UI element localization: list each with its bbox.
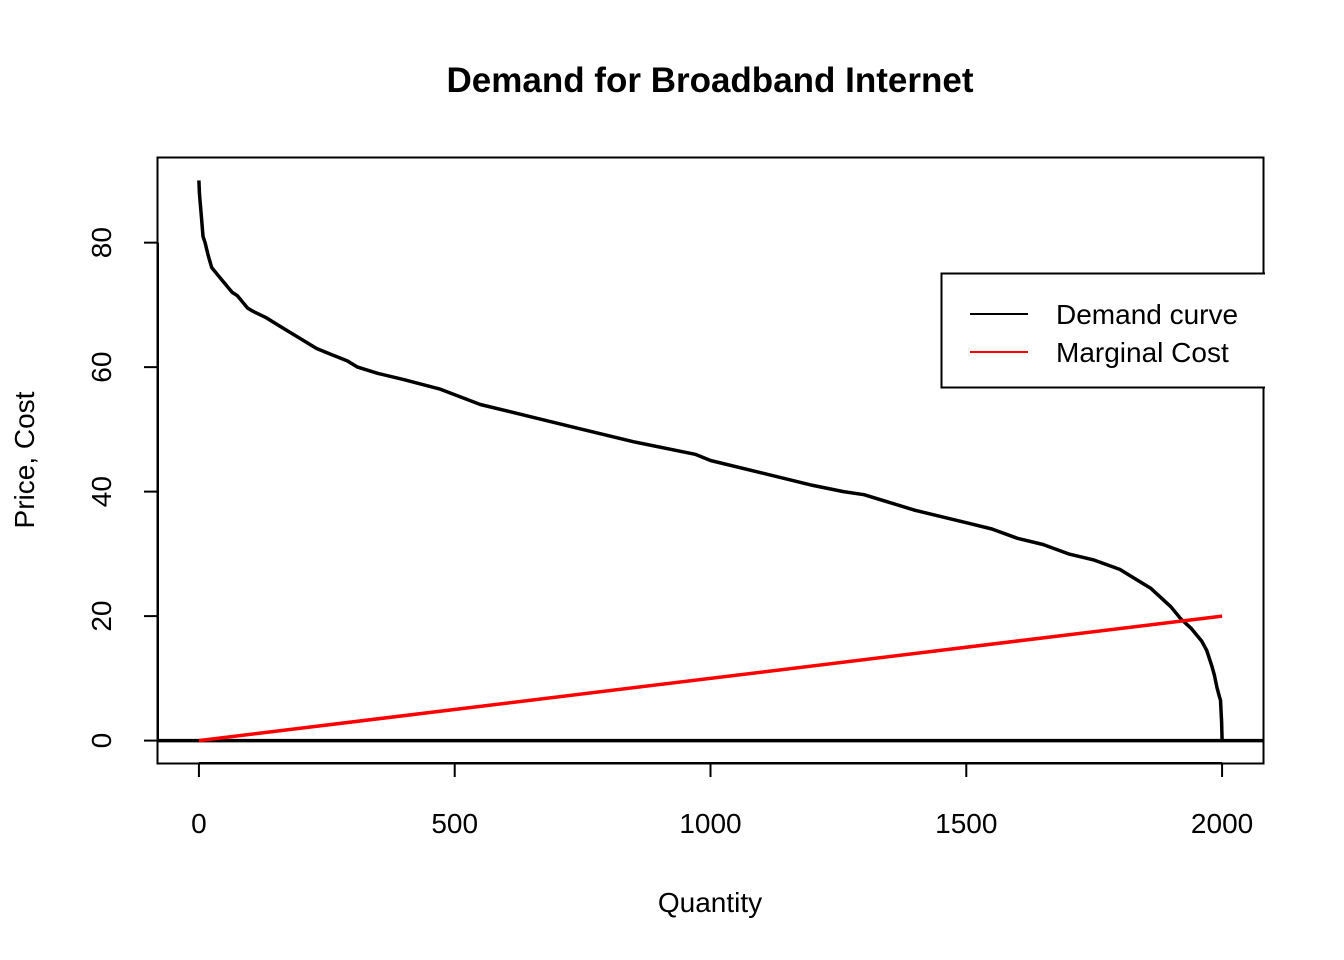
legend: Demand curve Marginal Cost — [940, 272, 1283, 389]
right-margin-mask — [1265, 0, 1344, 960]
y-axis-label: Price, Cost — [9, 391, 40, 528]
series-line-demand-curve — [197, 180, 1224, 741]
x-tick-label-1000: 1000 — [679, 808, 741, 839]
y-axis: 0 20 40 60 80 — [86, 227, 159, 749]
y-tick-label-80: 80 — [86, 227, 117, 258]
chart-title: Demand for Broadband Internet — [447, 61, 974, 100]
y-tick-label-0: 0 — [86, 733, 117, 749]
x-axis-label: Quantity — [658, 887, 762, 918]
legend-label-demand-curve: Demand curve — [1056, 299, 1238, 330]
x-axis: 0 500 1000 1500 2000 — [191, 762, 1253, 839]
series-layer — [197, 180, 1224, 743]
y-tick-label-20: 20 — [86, 601, 117, 632]
x-tick-label-500: 500 — [431, 808, 478, 839]
series-line-marginal-cost — [198, 614, 1223, 743]
legend-label-marginal-cost: Marginal Cost — [1056, 337, 1229, 368]
y-tick-label-40: 40 — [86, 476, 117, 507]
x-tick-label-1500: 1500 — [935, 808, 997, 839]
y-tick-label-60: 60 — [86, 352, 117, 383]
x-tick-label-0: 0 — [191, 808, 207, 839]
legend-box — [940, 272, 1283, 389]
x-tick-label-2000: 2000 — [1191, 808, 1253, 839]
